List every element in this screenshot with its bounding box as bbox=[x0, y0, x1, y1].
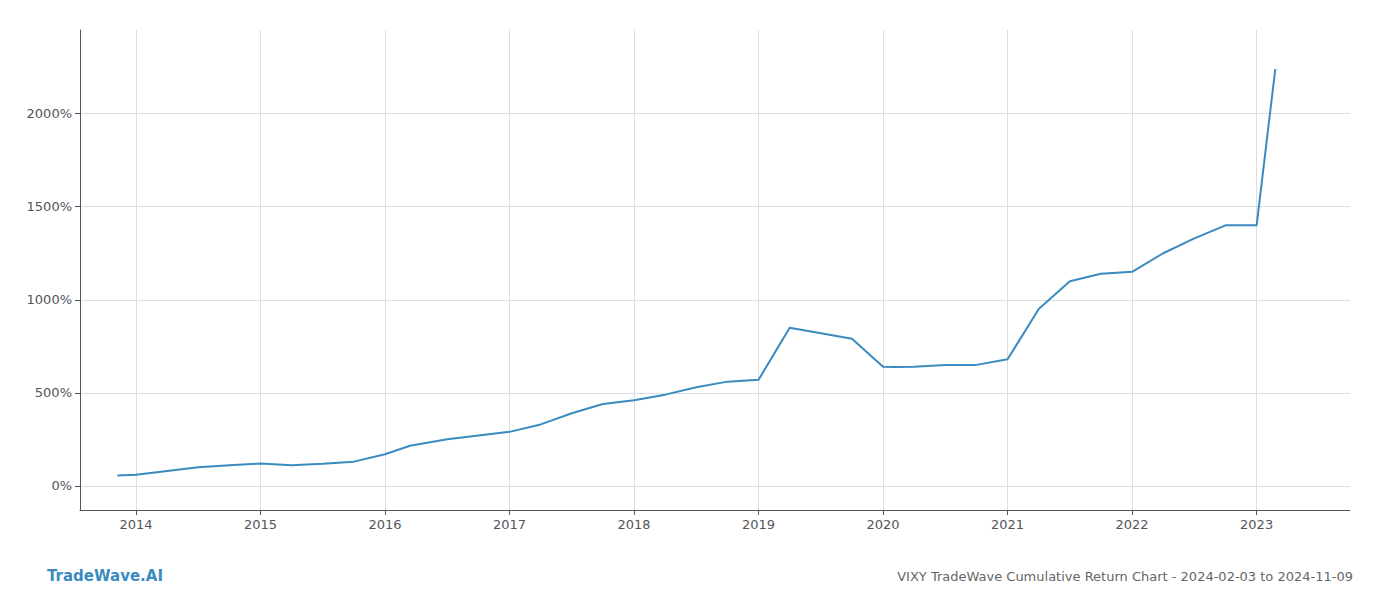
svg-text:2016: 2016 bbox=[369, 517, 402, 532]
svg-text:2020: 2020 bbox=[867, 517, 900, 532]
svg-text:2017: 2017 bbox=[493, 517, 526, 532]
svg-text:TradeWave.AI: TradeWave.AI bbox=[47, 567, 163, 585]
svg-text:2018: 2018 bbox=[618, 517, 651, 532]
svg-text:2019: 2019 bbox=[742, 517, 775, 532]
svg-text:2023: 2023 bbox=[1240, 517, 1273, 532]
svg-text:2014: 2014 bbox=[119, 517, 152, 532]
svg-text:VIXY TradeWave Cumulative Retu: VIXY TradeWave Cumulative Return Chart -… bbox=[897, 569, 1353, 584]
svg-text:500%: 500% bbox=[35, 385, 72, 400]
svg-text:0%: 0% bbox=[51, 478, 72, 493]
svg-text:2022: 2022 bbox=[1116, 517, 1149, 532]
svg-text:2021: 2021 bbox=[991, 517, 1024, 532]
svg-text:1000%: 1000% bbox=[27, 292, 72, 307]
svg-text:2015: 2015 bbox=[244, 517, 277, 532]
svg-text:2000%: 2000% bbox=[27, 106, 72, 121]
svg-text:1500%: 1500% bbox=[27, 199, 72, 214]
